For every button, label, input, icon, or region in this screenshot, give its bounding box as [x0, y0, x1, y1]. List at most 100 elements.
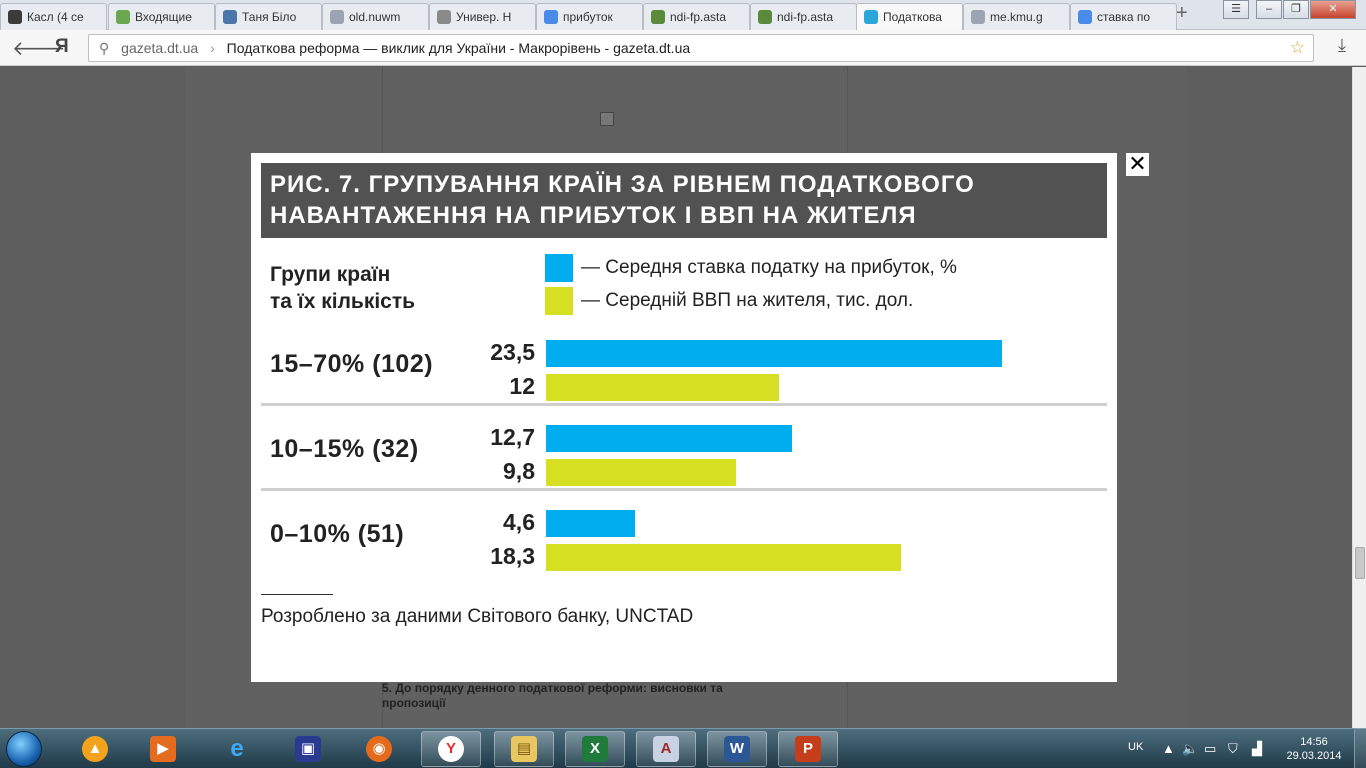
value-label-2-0: 4,6: [503, 509, 535, 535]
google-icon: [544, 10, 558, 24]
taskbar-save-icon[interactable]: ▣: [286, 731, 330, 767]
taskbar-internet-explorer-icon[interactable]: e: [230, 735, 244, 762]
taskbar-excel-icon[interactable]: X: [565, 731, 625, 767]
show-desktop-button[interactable]: [1354, 728, 1366, 768]
battery-icon[interactable]: ▭: [1204, 741, 1217, 756]
tab-label: прибуток: [563, 10, 613, 24]
tab-1[interactable]: Входящие: [108, 3, 215, 30]
tab-4[interactable]: Универ. Н: [429, 3, 536, 30]
bar-0-0: [546, 340, 1002, 367]
taskbar-firefox-icon[interactable]: ◉: [357, 731, 401, 767]
start-button[interactable]: [6, 731, 42, 767]
value-label-0-1: 12: [509, 373, 535, 399]
group-header-line1: Групи країн: [270, 263, 391, 286]
windows-taskbar: ▲ ▶ e ▣ ◉ Y ▤ X A W P UK ▲ 🔈 ▭ ⛉ ▟ 14:56…: [0, 728, 1366, 768]
bar-2-0: [546, 510, 635, 537]
tab-label: Таня Біло: [242, 10, 297, 24]
tab-label: ndi-fp.asta: [777, 10, 834, 24]
value-label-2-1: 18,3: [490, 543, 535, 569]
scrollbar-thumb[interactable]: [1355, 547, 1365, 579]
page-scrollbar[interactable]: [1352, 67, 1366, 728]
group-label-0: 15–70% (102): [270, 350, 434, 378]
figure-title-line2: НАВАНТАЖЕННЯ НА ПРИБУТОК І ВВП НА ЖИТЕЛЯ: [270, 202, 917, 229]
taskbar-access-icon[interactable]: A: [636, 731, 696, 767]
download-icon[interactable]: ⤓: [1338, 35, 1346, 55]
figure-title: РИС. 7. ГРУПУВАННЯ КРАЇН ЗА РІВНЕМ ПОДАТ…: [261, 163, 1107, 238]
bar-2-1: [546, 544, 901, 571]
taskbar-media-player-icon[interactable]: ▶: [141, 731, 185, 767]
google-icon: [1078, 10, 1092, 24]
tab-7[interactable]: ndi-fp.asta: [750, 3, 857, 30]
broken-image-icon: [600, 112, 614, 126]
value-label-1-0: 12,7: [490, 424, 535, 450]
bar-1-0: [546, 425, 792, 452]
tab-label: Входящие: [135, 10, 192, 24]
tray-expand-icon[interactable]: ▲: [1162, 741, 1175, 756]
bar-0-1: [546, 374, 779, 401]
tab-strip: Касл (4 се Входящие Таня Біло old.nuwm Униве…: [0, 0, 1366, 31]
tab-label: Универ. Н: [456, 10, 512, 24]
network-signal-icon[interactable]: ▟: [1252, 741, 1262, 756]
address-page-title: Податкова реформа — виклик для України -…: [226, 40, 691, 56]
tab-label: ndi-fp.asta: [670, 10, 727, 24]
volume-icon[interactable]: 🔈: [1182, 741, 1199, 756]
tab-0[interactable]: Касл (4 се: [0, 3, 107, 30]
bar-1-1: [546, 459, 736, 486]
group-header: Групи країн та їх кількість: [270, 261, 415, 315]
footnote-text: 5. До порядку денного податкової реформи…: [382, 681, 723, 710]
taskbar-yandex-browser-icon[interactable]: Y: [421, 731, 481, 767]
legend-label-0: — Середня ставка податку на прибуток, %: [581, 257, 957, 278]
maximize-button[interactable]: ❐: [1283, 0, 1309, 19]
menu-button[interactable]: ☰: [1223, 0, 1249, 19]
tab-label: me.kmu.g: [990, 10, 1043, 24]
taskbar-explorer-icon[interactable]: ▤: [494, 731, 554, 767]
tab-8[interactable]: Податкова: [856, 3, 963, 31]
image-lightbox: РИС. 7. ГРУПУВАННЯ КРАЇН ЗА РІВНЕМ ПОДАТ…: [251, 153, 1117, 682]
address-separator: ›: [210, 40, 215, 56]
new-tab-button[interactable]: +: [1176, 2, 1188, 24]
tab-2[interactable]: Таня Біло: [215, 3, 322, 30]
tray-clock[interactable]: 14:56 29.03.2014: [1284, 735, 1344, 763]
group-label-1: 10–15% (32): [270, 435, 419, 463]
tab-9[interactable]: me.kmu.g: [963, 3, 1070, 30]
address-host: gazeta.dt.ua: [121, 40, 199, 56]
shield-icon[interactable]: ⛉: [1228, 741, 1238, 756]
close-window-button[interactable]: ✕: [1310, 0, 1356, 19]
taskbar-aimp-icon[interactable]: ▲: [73, 731, 117, 767]
yandex-logo-icon[interactable]: Я: [55, 36, 69, 57]
figure-title-line1: РИС. 7. ГРУПУВАННЯ КРАЇН ЗА РІВНЕМ ПОДАТ…: [270, 171, 975, 198]
language-indicator[interactable]: UK: [1128, 741, 1144, 753]
bookmark-star-icon[interactable]: ☆: [1289, 38, 1305, 57]
address-bar[interactable]: ⚲ gazeta.dt.ua › Податкова реформа — вик…: [88, 34, 1314, 62]
taskbar-powerpoint-icon[interactable]: P: [778, 731, 838, 767]
tab-6[interactable]: ndi-fp.asta: [643, 3, 750, 30]
back-arrow-icon[interactable]: 🡐: [12, 38, 66, 60]
tab-3[interactable]: old.nuwm: [322, 3, 429, 30]
group-header-line2: та їх кількість: [270, 290, 416, 313]
tab-5[interactable]: прибуток: [536, 3, 643, 30]
value-label-0-0: 23,5: [490, 339, 535, 365]
page-icon: [971, 10, 985, 24]
tab-label: Податкова: [883, 10, 942, 24]
close-lightbox-icon[interactable]: ✕: [1126, 153, 1149, 176]
source-note: Розроблено за даними Світового банку, UN…: [261, 606, 694, 627]
group-divider: [261, 403, 1107, 406]
tab-10[interactable]: ставка по: [1070, 3, 1177, 30]
dt-icon: [864, 10, 878, 24]
minimize-button[interactable]: –: [1256, 0, 1282, 19]
tab-label: ставка по: [1097, 10, 1151, 24]
vk-icon: [223, 10, 237, 24]
taskbar-word-icon[interactable]: W: [707, 731, 767, 767]
group-label-2: 0–10% (51): [270, 520, 405, 548]
value-label-1-1: 9,8: [503, 458, 535, 484]
tab-label: Касл (4 се: [27, 10, 84, 24]
avatar-icon: [8, 10, 22, 24]
ex-icon: [437, 10, 451, 24]
search-icon: ⚲: [99, 40, 110, 56]
legend-swatch-1: [545, 287, 573, 315]
page-icon: [330, 10, 344, 24]
emblem-icon: [758, 10, 772, 24]
legend-label-1: — Середній ВВП на жителя, тис. дол.: [581, 290, 914, 311]
source-rule: [261, 594, 333, 595]
group-divider: [261, 488, 1107, 491]
